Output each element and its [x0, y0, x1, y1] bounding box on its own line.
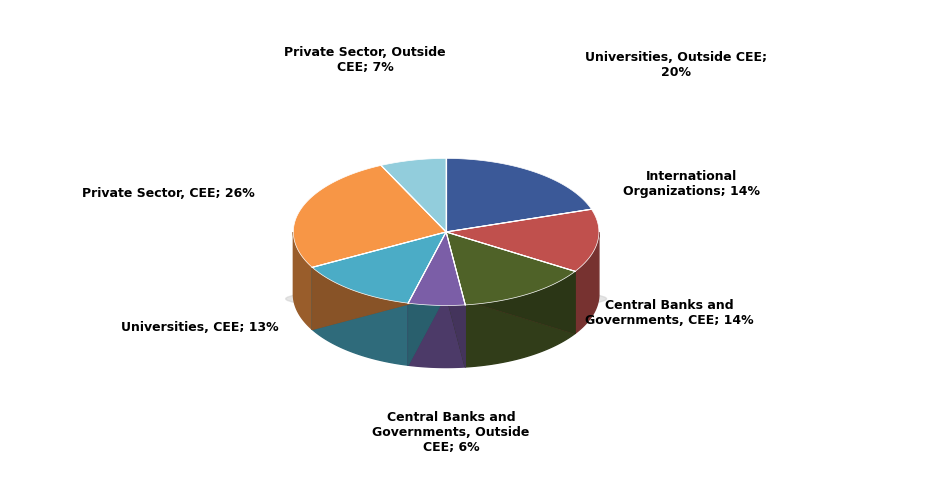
Polygon shape: [446, 232, 575, 305]
Text: Private Sector, CEE; 26%: Private Sector, CEE; 26%: [83, 187, 255, 200]
Polygon shape: [446, 232, 465, 367]
Polygon shape: [446, 232, 465, 367]
Polygon shape: [408, 232, 465, 305]
Polygon shape: [446, 232, 575, 333]
Polygon shape: [408, 232, 446, 365]
Polygon shape: [446, 158, 591, 232]
Polygon shape: [408, 232, 446, 365]
Polygon shape: [293, 232, 312, 329]
Polygon shape: [575, 232, 599, 333]
Polygon shape: [312, 232, 446, 329]
Polygon shape: [381, 158, 446, 232]
Polygon shape: [312, 232, 446, 303]
Polygon shape: [446, 209, 599, 271]
Text: International
Organizations; 14%: International Organizations; 14%: [623, 170, 760, 198]
Polygon shape: [465, 271, 575, 367]
Polygon shape: [293, 165, 446, 268]
Ellipse shape: [286, 288, 606, 310]
Polygon shape: [312, 232, 446, 329]
Text: Private Sector, Outside
CEE; 7%: Private Sector, Outside CEE; 7%: [284, 46, 446, 74]
Text: Central Banks and
Governments, Outside
CEE; 6%: Central Banks and Governments, Outside C…: [372, 411, 529, 454]
Polygon shape: [408, 303, 465, 368]
Polygon shape: [446, 232, 575, 333]
Text: Universities, CEE; 13%: Universities, CEE; 13%: [121, 321, 279, 334]
Polygon shape: [312, 268, 408, 365]
Text: Central Banks and
Governments, CEE; 14%: Central Banks and Governments, CEE; 14%: [585, 299, 753, 327]
Text: Universities, Outside CEE;
20%: Universities, Outside CEE; 20%: [585, 51, 767, 79]
